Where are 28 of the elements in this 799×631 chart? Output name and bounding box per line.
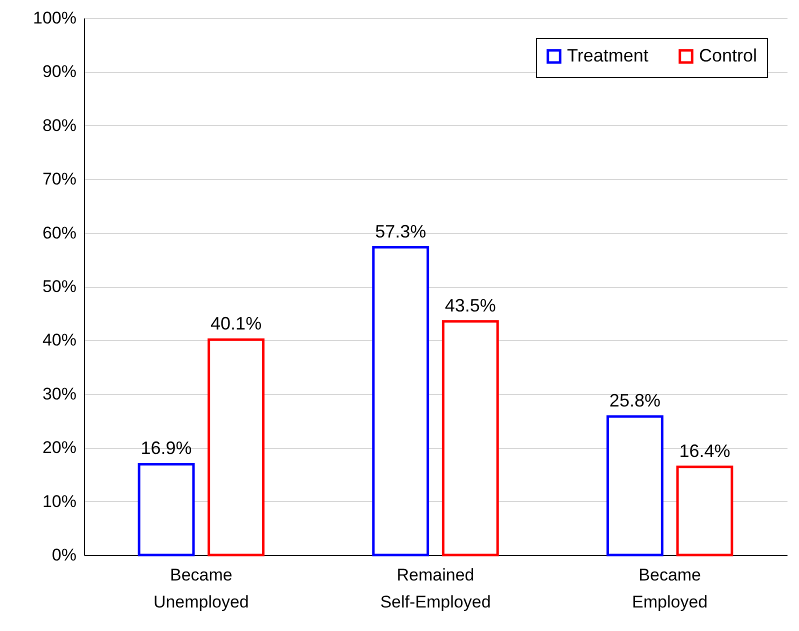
bar [606, 415, 664, 556]
y-tick-label: 30% [42, 384, 76, 404]
bar [208, 338, 265, 556]
y-tick-label: 40% [42, 330, 76, 350]
y-tick-label: 70% [42, 170, 76, 189]
y-tick-label: 80% [42, 116, 76, 135]
y-tick-label: 90% [42, 62, 76, 82]
legend-label: Treatment [567, 45, 648, 66]
y-tick-label: 20% [42, 438, 76, 458]
data-label: 40.1% [210, 314, 262, 334]
data-label: 16.4% [679, 440, 730, 461]
bar [138, 462, 195, 556]
x-tick-label: Remained Self-Employed [380, 566, 491, 612]
y-tick-label: 50% [42, 277, 76, 296]
data-label: 43.5% [444, 295, 496, 316]
data-label: 16.9% [140, 438, 192, 458]
data-label: 57.3% [375, 221, 426, 242]
bar [372, 246, 430, 556]
data-label: 25.8% [609, 390, 660, 410]
y-tick-label: 100% [33, 8, 76, 28]
legend-label: Control [699, 45, 758, 66]
y-tick-label: 10% [42, 492, 76, 511]
bar [442, 320, 499, 556]
x-tick-label: Became Employed [632, 566, 708, 612]
bar [676, 466, 734, 556]
x-tick-label: Became Unemployed [153, 566, 249, 612]
y-tick-label: 0% [52, 546, 76, 564]
y-tick-label: 60% [42, 223, 76, 242]
